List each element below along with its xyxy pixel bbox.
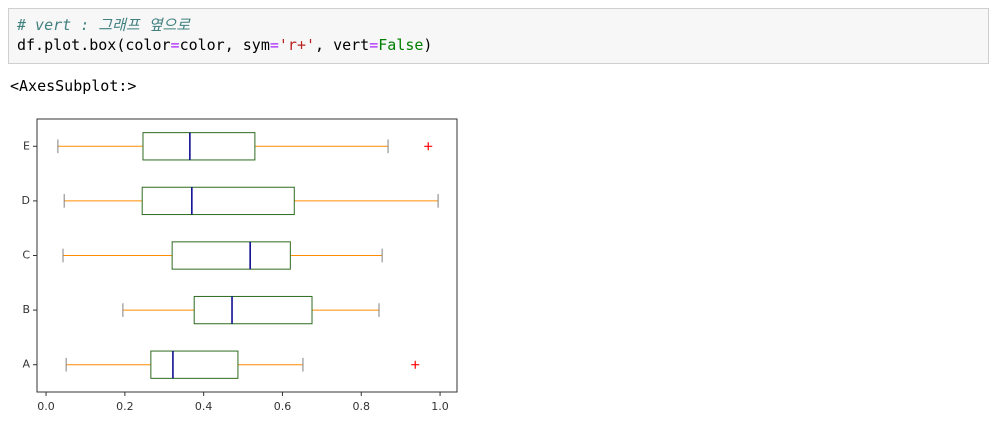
x-tick-label: 1.0 (431, 400, 449, 413)
x-tick-label: 0.2 (116, 400, 134, 413)
box (142, 132, 256, 161)
code-cell[interactable]: # vert : 그래프 옆으로 df.plot.box(color=color,… (8, 8, 989, 64)
y-tick-label: E (23, 139, 30, 152)
code-token: = (170, 36, 180, 54)
code-token: ) (423, 36, 433, 54)
code-token: 'r+' (278, 36, 316, 54)
box (150, 350, 239, 379)
code-token: color, sym (179, 36, 270, 54)
y-tick-label: C (22, 249, 30, 262)
outlier (411, 360, 420, 369)
box (193, 295, 313, 325)
chart: 0.0 0.2 0.4 0.6 0.8 1.0 A B C D E (22, 118, 458, 413)
box (171, 241, 291, 270)
code-token: df.plot.box(color (17, 36, 171, 54)
output-text: <AxesSubplot:> (10, 77, 137, 95)
outlier (424, 142, 433, 151)
y-tick-label: A (22, 358, 30, 371)
x-tick-label: 0.0 (37, 400, 55, 413)
code-token: False (378, 36, 424, 54)
y-tick-label: B (22, 303, 30, 316)
code-comment: # vert : 그래프 옆으로 (17, 16, 191, 34)
x-tick-label: 0.4 (195, 400, 213, 413)
x-tick-label: 0.6 (274, 400, 292, 413)
x-tick-label: 0.8 (353, 400, 371, 413)
code-line: df.plot.box(color=color, sym='r+', vert=… (17, 35, 988, 55)
code-token: = (269, 36, 279, 54)
code-token: = (369, 36, 379, 54)
y-tick-label: D (22, 194, 30, 207)
code-token: , vert (315, 36, 370, 54)
box (141, 186, 295, 216)
